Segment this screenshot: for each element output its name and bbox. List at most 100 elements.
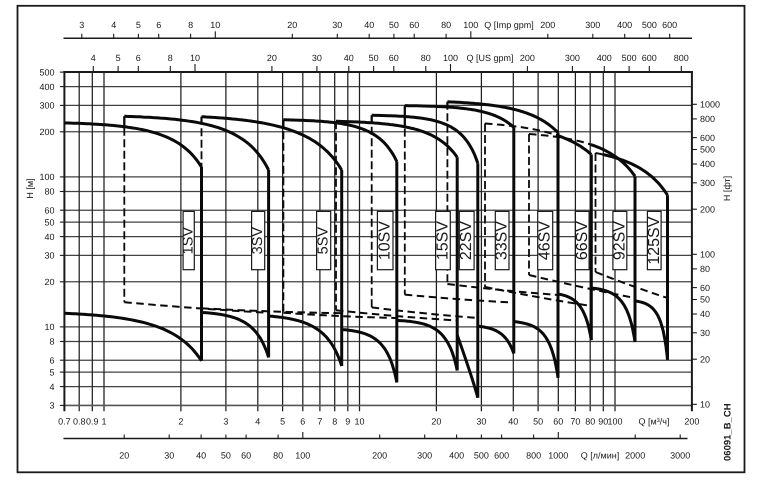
svg-text:30: 30 bbox=[476, 417, 486, 427]
svg-text:30: 30 bbox=[312, 53, 322, 63]
svg-text:100: 100 bbox=[295, 451, 310, 461]
svg-text:10: 10 bbox=[44, 322, 54, 332]
svg-text:3: 3 bbox=[223, 417, 228, 427]
svg-text:400: 400 bbox=[617, 20, 632, 30]
svg-text:30: 30 bbox=[700, 328, 710, 338]
svg-text:6: 6 bbox=[49, 355, 54, 365]
svg-text:90: 90 bbox=[598, 417, 608, 427]
svg-text:06091_B_CH: 06091_B_CH bbox=[723, 403, 734, 461]
svg-text:80: 80 bbox=[273, 451, 283, 461]
svg-text:800: 800 bbox=[700, 114, 715, 124]
svg-text:6: 6 bbox=[136, 53, 141, 63]
svg-text:60: 60 bbox=[241, 451, 251, 461]
svg-text:400: 400 bbox=[700, 159, 715, 169]
svg-text:200: 200 bbox=[520, 53, 535, 63]
svg-text:400: 400 bbox=[449, 451, 464, 461]
svg-text:500: 500 bbox=[642, 20, 657, 30]
svg-text:10SV: 10SV bbox=[377, 221, 394, 260]
svg-text:500: 500 bbox=[622, 53, 637, 63]
svg-text:20: 20 bbox=[431, 417, 441, 427]
svg-text:8: 8 bbox=[49, 337, 54, 347]
svg-text:5SV: 5SV bbox=[316, 227, 332, 255]
svg-text:60: 60 bbox=[700, 283, 710, 293]
svg-text:40: 40 bbox=[344, 53, 354, 63]
svg-text:2: 2 bbox=[178, 417, 183, 427]
svg-text:0.9: 0.9 bbox=[86, 417, 99, 427]
svg-text:500: 500 bbox=[39, 67, 54, 77]
svg-text:2000: 2000 bbox=[625, 451, 645, 461]
svg-text:92SV: 92SV bbox=[611, 221, 628, 260]
svg-text:15SV: 15SV bbox=[435, 221, 452, 260]
svg-text:40: 40 bbox=[44, 232, 54, 242]
svg-text:40: 40 bbox=[196, 451, 206, 461]
svg-text:5: 5 bbox=[280, 417, 285, 427]
svg-text:50: 50 bbox=[533, 417, 543, 427]
svg-text:30: 30 bbox=[44, 251, 54, 261]
svg-text:7: 7 bbox=[317, 417, 322, 427]
svg-text:70: 70 bbox=[570, 417, 580, 427]
svg-text:1000: 1000 bbox=[548, 451, 568, 461]
svg-text:100: 100 bbox=[39, 172, 54, 182]
svg-text:500: 500 bbox=[700, 145, 715, 155]
svg-text:200: 200 bbox=[540, 20, 555, 30]
svg-text:3SV: 3SV bbox=[250, 227, 266, 255]
svg-text:200: 200 bbox=[372, 451, 387, 461]
svg-text:200: 200 bbox=[700, 204, 715, 214]
svg-text:1SV: 1SV bbox=[181, 227, 197, 255]
svg-text:Q [л/мин]: Q [л/мин] bbox=[581, 451, 619, 461]
svg-text:100: 100 bbox=[463, 20, 478, 30]
svg-text:9: 9 bbox=[345, 417, 350, 427]
svg-text:8: 8 bbox=[168, 53, 173, 63]
svg-text:20: 20 bbox=[267, 53, 277, 63]
svg-text:3: 3 bbox=[79, 20, 84, 30]
svg-text:4: 4 bbox=[111, 20, 116, 30]
svg-text:50: 50 bbox=[369, 53, 379, 63]
svg-text:5: 5 bbox=[49, 367, 54, 377]
svg-text:50: 50 bbox=[389, 20, 399, 30]
svg-text:H [фт]: H [фт] bbox=[722, 176, 732, 201]
svg-text:3: 3 bbox=[49, 401, 54, 411]
svg-text:10: 10 bbox=[700, 400, 710, 410]
svg-text:40: 40 bbox=[700, 309, 710, 319]
svg-text:10: 10 bbox=[210, 20, 220, 30]
svg-text:40: 40 bbox=[508, 417, 518, 427]
svg-text:Q [US gpm]: Q [US gpm] bbox=[466, 53, 513, 63]
svg-text:50: 50 bbox=[221, 451, 231, 461]
svg-text:300: 300 bbox=[565, 53, 580, 63]
svg-text:300: 300 bbox=[585, 20, 600, 30]
svg-text:1: 1 bbox=[101, 417, 106, 427]
svg-text:3000: 3000 bbox=[670, 451, 690, 461]
svg-text:125SV: 125SV bbox=[646, 216, 663, 264]
svg-text:80: 80 bbox=[441, 20, 451, 30]
svg-text:4: 4 bbox=[255, 417, 260, 427]
svg-text:8: 8 bbox=[332, 417, 337, 427]
svg-text:33SV: 33SV bbox=[494, 221, 511, 260]
svg-text:22SV: 22SV bbox=[458, 221, 475, 260]
svg-text:20: 20 bbox=[287, 20, 297, 30]
svg-text:600: 600 bbox=[494, 451, 509, 461]
svg-text:20: 20 bbox=[700, 354, 710, 364]
svg-text:100: 100 bbox=[607, 417, 622, 427]
svg-text:40: 40 bbox=[364, 20, 374, 30]
svg-text:300: 300 bbox=[700, 178, 715, 188]
svg-text:800: 800 bbox=[674, 53, 689, 63]
svg-text:10: 10 bbox=[190, 53, 200, 63]
svg-text:80: 80 bbox=[585, 417, 595, 427]
svg-text:80: 80 bbox=[700, 264, 710, 274]
svg-text:4: 4 bbox=[49, 382, 54, 392]
svg-text:20: 20 bbox=[119, 451, 129, 461]
svg-text:6: 6 bbox=[300, 417, 305, 427]
svg-text:300: 300 bbox=[39, 101, 54, 111]
svg-text:400: 400 bbox=[39, 82, 54, 92]
svg-text:600: 600 bbox=[662, 20, 677, 30]
svg-text:400: 400 bbox=[597, 53, 612, 63]
svg-text:66SV: 66SV bbox=[574, 221, 591, 260]
svg-text:600: 600 bbox=[700, 133, 715, 143]
svg-text:50: 50 bbox=[44, 217, 54, 227]
svg-text:100: 100 bbox=[700, 250, 715, 260]
svg-text:20: 20 bbox=[44, 277, 54, 287]
svg-text:60: 60 bbox=[44, 205, 54, 215]
svg-text:60: 60 bbox=[553, 417, 563, 427]
svg-text:500: 500 bbox=[474, 451, 489, 461]
svg-text:5: 5 bbox=[136, 20, 141, 30]
